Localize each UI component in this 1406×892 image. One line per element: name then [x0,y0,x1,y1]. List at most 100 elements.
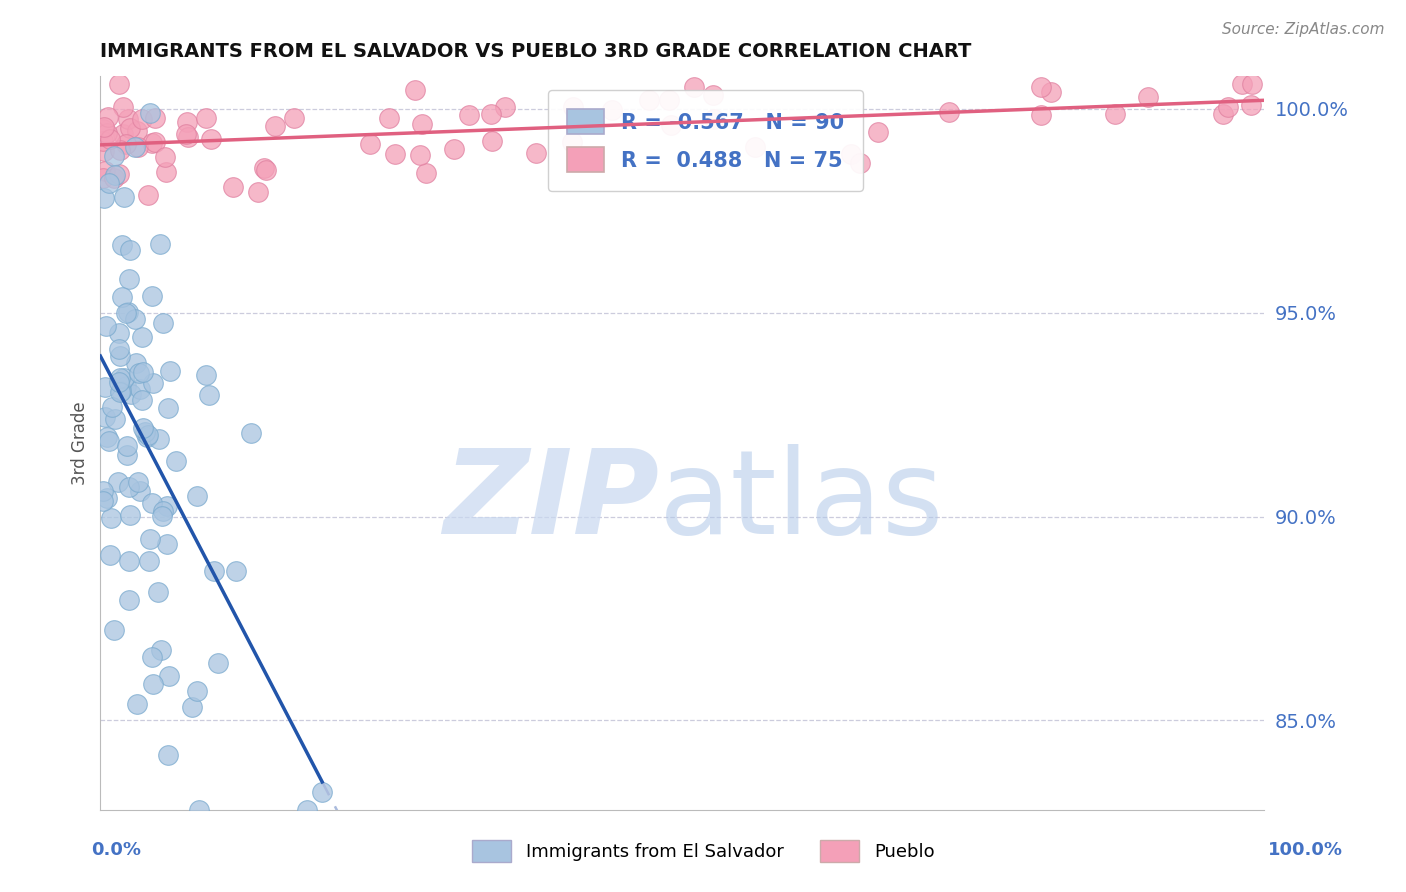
Point [177,130,200,145]
Point [107,326,129,340]
Point [246,186,269,200]
Point [135,430,157,444]
Point [524,146,547,161]
Point [194,368,217,382]
Point [157,669,180,683]
Point [93,191,115,205]
Point [111,237,134,252]
Point [659,118,682,132]
Text: Source: ZipAtlas.com: Source: ZipAtlas.com [1222,22,1385,37]
Point [103,623,125,637]
Point [195,111,218,125]
Point [295,803,318,817]
Point [141,289,163,303]
Point [1040,85,1063,99]
Point [1232,78,1254,92]
Point [253,161,276,175]
Point [115,137,138,152]
Point [107,475,129,489]
Point [115,306,138,320]
Point [115,379,138,393]
Point [141,496,163,510]
Point [207,656,229,670]
Point [120,120,142,135]
Point [839,146,862,161]
Point [866,125,889,139]
Text: 100.0%: 100.0% [1268,840,1343,858]
Point [127,475,149,489]
Point [108,143,131,157]
Point [108,349,131,363]
Point [108,375,131,389]
Point [1240,97,1263,112]
Point [264,119,287,133]
Point [108,78,131,92]
Point [479,107,502,121]
Point [131,421,153,435]
Point [118,508,141,522]
Point [225,564,247,578]
Point [562,100,585,114]
Point [561,135,583,149]
Point [100,400,122,414]
Point [222,179,245,194]
Point [118,592,141,607]
Point [139,106,162,120]
Point [115,448,138,462]
Point [110,384,132,398]
Point [198,388,221,402]
Point [377,111,399,125]
Point [359,137,381,152]
Point [1216,100,1239,114]
Point [141,650,163,665]
Point [181,700,204,714]
Point [131,112,153,126]
Point [404,83,426,97]
Point [156,537,179,551]
Point [100,511,122,525]
Point [112,190,135,204]
Point [91,134,114,148]
Point [134,425,156,439]
Point [129,483,152,498]
Point [111,127,134,141]
Point [148,432,170,446]
Point [384,146,406,161]
Point [155,165,177,179]
Point [91,170,114,185]
Point [702,88,724,103]
Point [127,124,149,138]
Point [600,103,623,117]
Point [96,126,118,140]
Point [138,554,160,568]
Point [98,434,121,448]
Legend: R = -0.567   N = 90, R =  0.488   N = 75: R = -0.567 N = 90, R = 0.488 N = 75 [548,90,863,191]
Point [186,489,208,503]
Point [91,483,114,498]
Point [93,144,115,158]
Point [411,117,433,131]
Point [1104,107,1126,121]
Point [120,243,142,257]
Point [118,272,141,286]
Point [240,425,263,440]
Point [129,382,152,396]
Point [149,643,172,657]
Point [98,177,121,191]
Point [103,171,125,186]
Point [98,132,121,146]
Point [188,803,211,817]
Point [94,319,117,334]
Point [141,136,163,150]
Point [409,148,432,162]
Point [96,430,118,444]
Point [124,311,146,326]
Point [141,677,163,691]
Point [93,120,115,134]
Point [139,532,162,546]
Point [658,93,681,107]
Point [117,112,139,126]
Text: atlas: atlas [659,444,945,559]
Point [1031,108,1053,122]
Point [125,356,148,370]
